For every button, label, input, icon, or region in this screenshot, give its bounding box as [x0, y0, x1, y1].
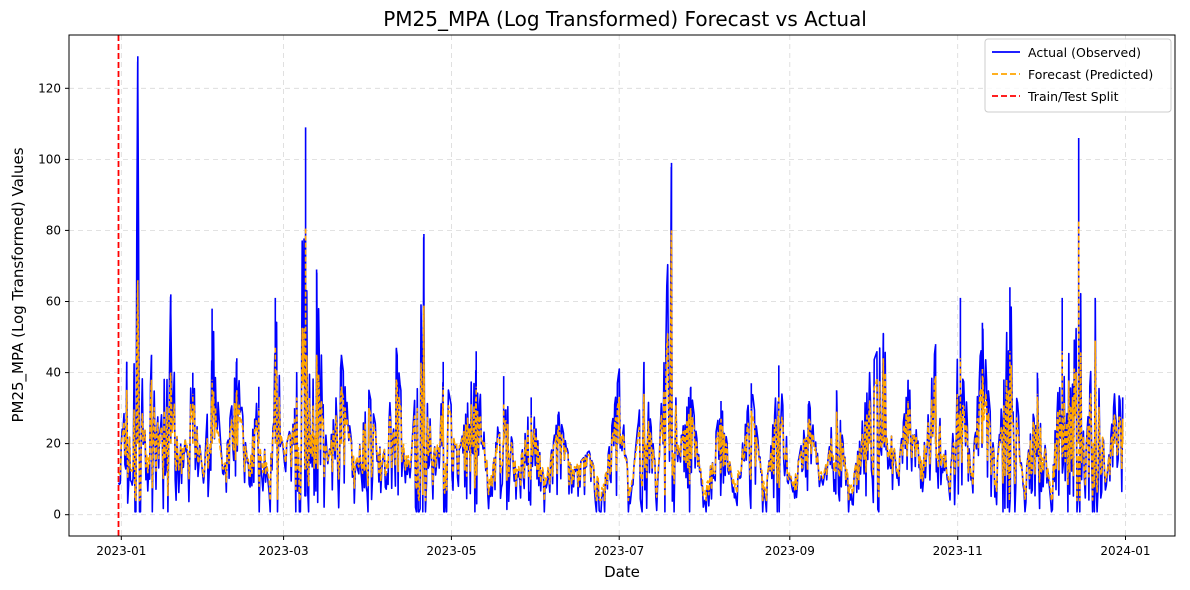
y-tick-label: 20 — [46, 437, 61, 451]
y-tick-label: 40 — [46, 366, 61, 380]
x-tick-label: 2024-01 — [1100, 544, 1150, 558]
plot-frame — [68, 34, 1176, 537]
legend-label-split: Train/Test Split — [1027, 89, 1119, 104]
legend: Actual (Observed) Forecast (Predicted) T… — [984, 38, 1172, 113]
y-tick-label: 60 — [46, 295, 61, 309]
y-tick-label: 0 — [53, 508, 61, 522]
axis-ticks: 0 20 40 60 80 100 120 2023-01 2023-03 2023-05 2023… — [38, 81, 1150, 558]
legend-label-actual: Actual (Observed) — [1028, 45, 1141, 60]
y-axis-label: PM25_MPA (Log Transformed) Values — [9, 147, 28, 422]
series-layer — [117, 35, 1124, 536]
y-tick-label: 120 — [38, 81, 61, 95]
x-tick-label: 2023-01 — [96, 544, 146, 558]
x-tick-label: 2023-11 — [933, 544, 983, 558]
x-tick-label: 2023-05 — [426, 544, 476, 558]
x-tick-label: 2023-09 — [765, 544, 815, 558]
x-tick-label: 2023-07 — [594, 544, 644, 558]
y-tick-label: 80 — [46, 223, 61, 237]
x-tick-label: 2023-03 — [259, 544, 309, 558]
legend-box — [984, 38, 1172, 113]
legend-label-forecast: Forecast (Predicted) — [1028, 67, 1153, 82]
x-axis-label: Date — [604, 563, 640, 581]
chart-title: PM25_MPA (Log Transformed) Forecast vs A… — [383, 7, 867, 31]
series-forecast — [117, 219, 1124, 502]
y-tick-label: 100 — [38, 152, 61, 166]
